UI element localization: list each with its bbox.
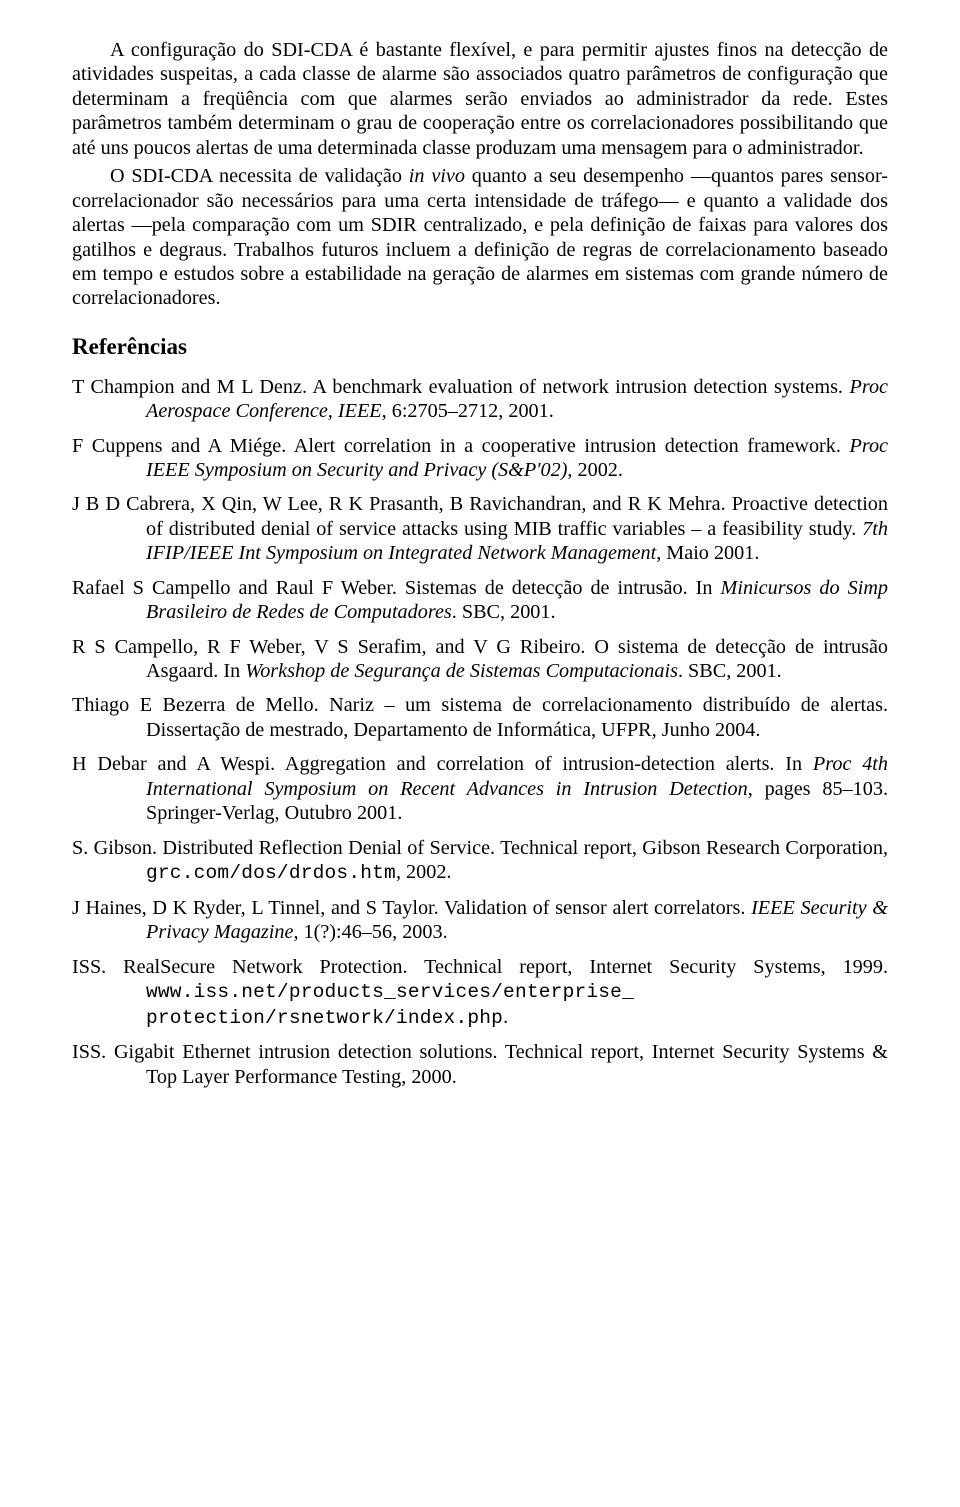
- reference-text: .: [503, 1006, 508, 1028]
- reference-text: S. Gibson. Distributed Reflection Denial…: [72, 837, 888, 859]
- reference-item: Thiago E Bezerra de Mello. Nariz – um si…: [72, 693, 888, 742]
- reference-text: J B D Cabrera, X Qin, W Lee, R K Prasant…: [72, 493, 888, 539]
- reference-item: F Cuppens and A Miége. Alert correlation…: [72, 434, 888, 483]
- reference-url: www.iss.net/products_services/enterprise…: [146, 981, 634, 1029]
- reference-item: ISS. Gigabit Ethernet intrusion detectio…: [72, 1040, 888, 1089]
- reference-item: R S Campello, R F Weber, V S Serafim, an…: [72, 635, 888, 684]
- reference-text: , Maio 2001.: [656, 542, 759, 564]
- reference-text: , 1(?):46–56, 2003.: [293, 921, 447, 943]
- section-title-references: Referências: [72, 333, 888, 361]
- reference-text: H Debar and A Wespi. Aggregation and cor…: [72, 753, 813, 775]
- paragraph-text: A configuração do SDI-CDA é bastante fle…: [72, 39, 888, 159]
- reference-text: Thiago E Bezerra de Mello. Nariz – um si…: [72, 694, 888, 740]
- reference-item: S. Gibson. Distributed Reflection Denial…: [72, 836, 888, 886]
- reference-text: , 6:2705–2712, 2001.: [382, 400, 554, 422]
- reference-item: J Haines, D K Ryder, L Tinnel, and S Tay…: [72, 896, 888, 945]
- reference-text: ISS. RealSecure Network Protection. Tech…: [72, 956, 888, 978]
- reference-text: . SBC, 2001.: [678, 660, 782, 682]
- paragraph-2: O SDI-CDA necessita de validação in vivo…: [72, 164, 888, 311]
- reference-text: , 2002.: [396, 861, 452, 883]
- reference-item: J B D Cabrera, X Qin, W Lee, R K Prasant…: [72, 492, 888, 565]
- paragraph-1: A configuração do SDI-CDA é bastante fle…: [72, 38, 888, 160]
- reference-text: F Cuppens and A Miége. Alert correlation…: [72, 435, 850, 457]
- reference-venue: Workshop de Segurança de Sistemas Comput…: [245, 660, 678, 682]
- paragraph-text: O SDI-CDA necessita de validação: [110, 165, 409, 187]
- reference-text: J Haines, D K Ryder, L Tinnel, and S Tay…: [72, 897, 751, 919]
- reference-text: , 2002.: [567, 459, 623, 481]
- reference-item: ISS. RealSecure Network Protection. Tech…: [72, 955, 888, 1031]
- references-list: T Champion and M L Denz. A benchmark eva…: [72, 375, 888, 1089]
- reference-item: T Champion and M L Denz. A benchmark eva…: [72, 375, 888, 424]
- page: A configuração do SDI-CDA é bastante fle…: [0, 0, 960, 1507]
- reference-text: Rafael S Campello and Raul F Weber. Sist…: [72, 577, 721, 599]
- paragraph-emph: in vivo: [409, 165, 465, 187]
- reference-url: grc.com/dos/drdos.htm: [146, 862, 396, 884]
- reference-item: Rafael S Campello and Raul F Weber. Sist…: [72, 576, 888, 625]
- reference-text: ISS. Gigabit Ethernet intrusion detectio…: [72, 1041, 888, 1087]
- reference-item: H Debar and A Wespi. Aggregation and cor…: [72, 752, 888, 825]
- reference-text: T Champion and M L Denz. A benchmark eva…: [72, 376, 850, 398]
- reference-text: . SBC, 2001.: [452, 601, 556, 623]
